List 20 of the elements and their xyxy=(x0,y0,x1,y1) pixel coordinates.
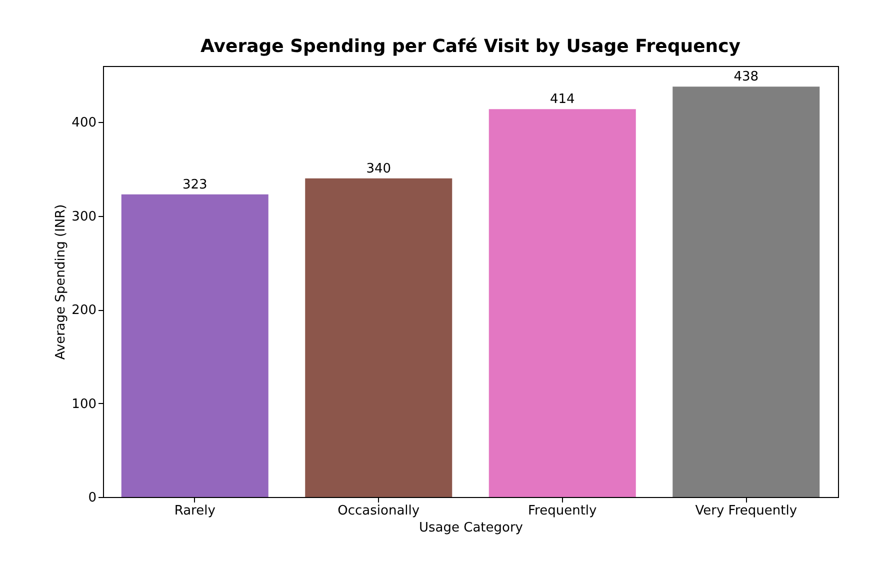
bar xyxy=(488,109,636,497)
y-tick-label: 0 xyxy=(88,490,96,506)
chart-title: Average Spending per Café Visit by Usage Frequency xyxy=(200,36,741,57)
y-axis-title: Average Spending (INR) xyxy=(54,204,69,360)
data-label: 438 xyxy=(734,70,759,85)
y-tick-label: 300 xyxy=(72,209,96,224)
bar xyxy=(305,178,452,497)
x-tick-label: Rarely xyxy=(174,504,216,518)
bar xyxy=(121,194,268,497)
data-label: 323 xyxy=(182,177,208,192)
x-tick-label: Occasionally xyxy=(338,504,420,518)
y-tick-label: 400 xyxy=(72,116,96,131)
x-axis-title: Usage Category xyxy=(418,520,524,536)
data-label: 340 xyxy=(366,161,392,176)
bar xyxy=(672,86,820,497)
y-tick-label: 200 xyxy=(72,303,96,318)
x-tick-label: Very Frequently xyxy=(695,504,798,518)
data-label: 414 xyxy=(550,92,575,108)
y-tick-label: 100 xyxy=(72,396,96,412)
x-tick-label: Frequently xyxy=(528,504,598,518)
